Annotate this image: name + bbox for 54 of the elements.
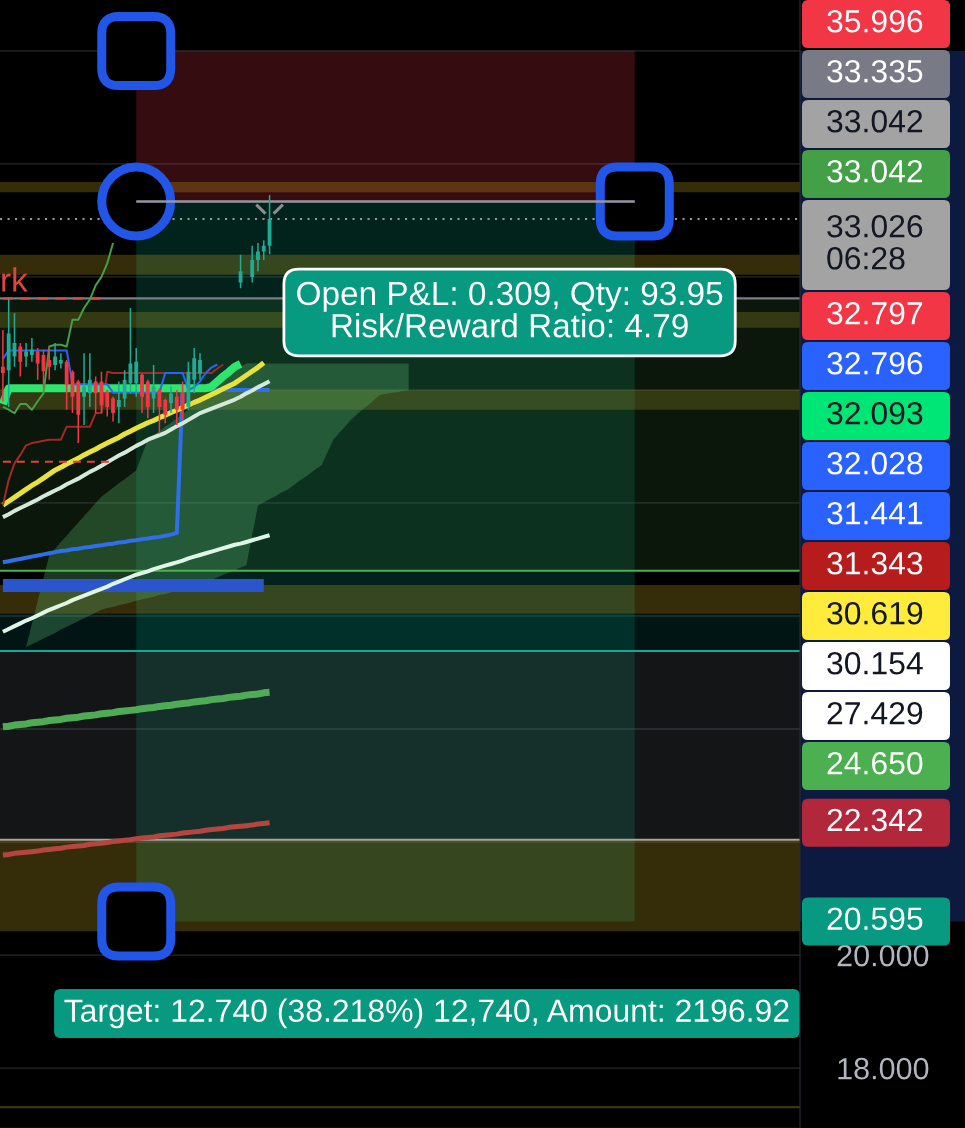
series-label: rk — [2, 267, 28, 292]
candlestick — [116, 381, 121, 424]
annotation: Target: 12.740 (38.218%) 12,740, Amount: 2196.92 — [64, 998, 789, 1029]
text: 27.429 — [827, 701, 923, 725]
candlestick — [105, 389, 110, 417]
candlestick — [256, 243, 260, 272]
candlestick — [250, 245, 255, 283]
candlestick — [186, 361, 191, 410]
y-tick-label: 18.000 — [838, 1057, 929, 1080]
text: 31.343 — [827, 551, 923, 575]
candlestick — [134, 348, 139, 397]
text: 30.619 — [827, 601, 923, 625]
y-tick-label: 20.000 — [837, 944, 929, 967]
candlestick — [29, 337, 34, 362]
text: 22.342 — [827, 808, 923, 832]
text: 31.441 — [827, 501, 923, 525]
annotation: Open P&L: 0.309, Qty: 93.95 Risk/Reward Ratio: 4.79 — [297, 281, 723, 338]
text: 32.796 — [827, 351, 923, 375]
text: 33.335 — [827, 59, 923, 83]
text: 33.042 — [827, 109, 923, 133]
candlestick — [169, 386, 173, 414]
line-series — [1, 363, 225, 507]
candlestick — [76, 379, 81, 444]
candlestick — [58, 353, 63, 369]
candlestick — [0, 330, 5, 402]
text: 35.996 — [827, 9, 923, 33]
line-series — [1, 242, 115, 415]
text: 30.154 — [827, 651, 923, 675]
text: 24.650 — [827, 751, 923, 775]
candlestick — [145, 379, 150, 419]
text: 32.028 — [827, 451, 923, 475]
candlestick — [87, 353, 92, 407]
line-series — [1, 349, 219, 394]
candlestick — [174, 389, 179, 425]
line-series — [0, 379, 272, 520]
candlestick — [18, 343, 23, 377]
text: 32.093 — [827, 401, 923, 425]
text: 33.042 — [827, 159, 923, 183]
text: 20.595 — [827, 907, 923, 931]
candlestick — [122, 370, 127, 407]
candlestick — [53, 343, 57, 371]
candlestick — [261, 240, 266, 260]
line-series — [0, 533, 272, 634]
candlestick — [140, 373, 144, 414]
candlestick — [82, 353, 86, 425]
candlestick — [198, 353, 202, 380]
candlestick — [180, 381, 185, 420]
text: 32.797 — [827, 301, 923, 325]
candlestick — [163, 398, 168, 424]
candlestick — [192, 348, 197, 394]
candlestick — [111, 396, 115, 422]
text: 33.026 06:28 — [827, 214, 923, 270]
candlestick — [64, 359, 69, 410]
candlestick — [24, 343, 28, 367]
